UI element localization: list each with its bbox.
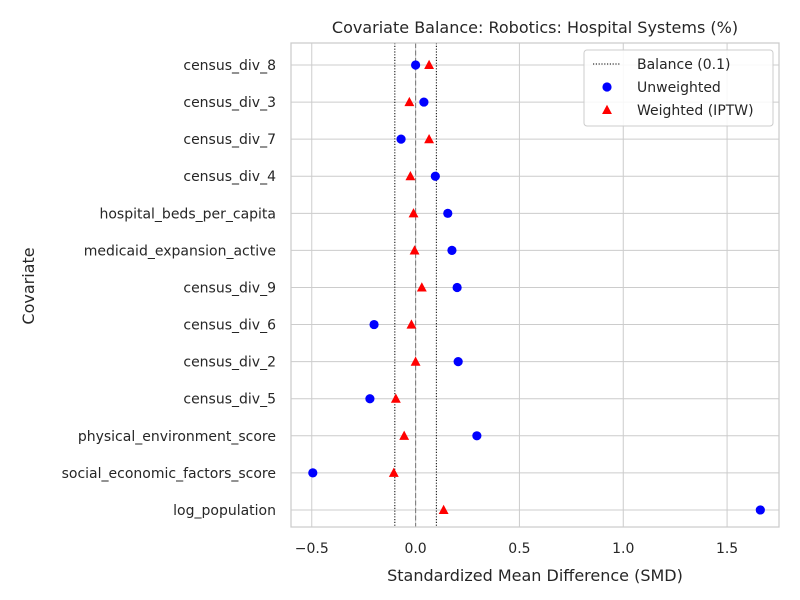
data-points — [308, 59, 765, 515]
legend-label: Unweighted — [637, 80, 721, 96]
y-axis-label: Covariate — [19, 247, 38, 324]
weighted-point — [424, 59, 435, 70]
y-tick-label: hospital_beds_per_capita — [99, 206, 276, 222]
unweighted-point — [419, 97, 429, 107]
x-tick-label: 0.0 — [404, 541, 426, 557]
weighted-point — [388, 467, 399, 477]
weighted-point — [438, 504, 449, 515]
y-tick-label: census_div_6 — [183, 318, 276, 334]
weighted-point — [408, 208, 419, 218]
y-tick-label: census_div_2 — [183, 355, 276, 371]
y-tick-label: census_div_9 — [183, 280, 276, 296]
unweighted-point — [453, 357, 463, 367]
chart-title: Covariate Balance: Robotics: Hospital Sy… — [332, 18, 738, 37]
weighted-point — [404, 96, 415, 107]
y-tick-label: census_div_4 — [183, 169, 276, 185]
x-tick-label: 1.5 — [716, 541, 738, 557]
x-tick-label: −0.5 — [295, 541, 329, 557]
y-axis-ticks: census_div_8 census_div_3 census_div_7cens… — [62, 58, 276, 519]
reference-lines — [394, 43, 437, 527]
weighted-point — [399, 430, 410, 440]
unweighted-point — [365, 394, 375, 404]
y-tick-label: census_div_3 — [183, 95, 276, 111]
unweighted-point — [430, 171, 440, 181]
unweighted-point — [472, 431, 482, 441]
weighted-point — [409, 245, 420, 255]
weighted-point — [410, 356, 421, 366]
y-tick-label: census_div_7 — [183, 132, 276, 148]
weighted-point — [390, 393, 401, 403]
unweighted-point — [447, 245, 457, 255]
legend-label: Balance (0.1) — [637, 57, 730, 73]
legend-label: Weighted (IPTW) — [637, 103, 754, 119]
y-tick-label: social_economic_factors_score — [62, 466, 276, 482]
weighted-point — [405, 171, 416, 181]
y-tick-label: physical_environment_score — [78, 429, 276, 445]
x-axis-label: Standardized Mean Difference (SMD) — [387, 566, 683, 585]
x-axis-ticks: −0.5 0.0 0.5 1.0 1.5 — [295, 541, 738, 557]
x-tick-label: 1.0 — [612, 541, 634, 557]
unweighted-point — [755, 505, 765, 515]
unweighted-point — [452, 282, 462, 293]
x-tick-label: 0.5 — [508, 541, 530, 557]
weighted-point — [424, 133, 435, 144]
y-tick-label: census_div_5 — [183, 392, 276, 408]
y-tick-label: medicaid_expansion_active — [84, 243, 276, 259]
plot-frame — [290, 42, 780, 528]
y-tick-label: census_div_8 — [183, 58, 276, 74]
y-tick-label: log_population — [173, 503, 276, 519]
unweighted-point — [308, 468, 318, 478]
legend: Balance (0.1) Unweighted Weighted (IPTW) — [583, 49, 774, 127]
weighted-point — [416, 282, 427, 292]
legend-weighted-swatch — [602, 104, 612, 115]
unweighted-point — [443, 208, 453, 218]
weighted-point — [406, 319, 417, 329]
unweighted-point — [396, 134, 406, 144]
unweighted-point — [369, 319, 379, 330]
unweighted-point — [410, 60, 421, 70]
legend-box — [583, 49, 774, 127]
legend-unweighted-swatch — [602, 82, 612, 92]
